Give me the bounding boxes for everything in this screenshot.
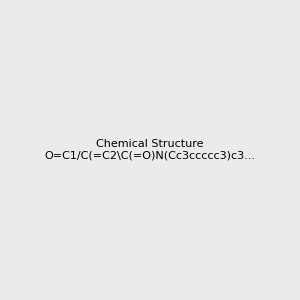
Text: Chemical Structure
O=C1/C(=C2\C(=O)N(Cc3ccccc3)c3...: Chemical Structure O=C1/C(=C2\C(=O)N(Cc3… [44, 139, 256, 161]
